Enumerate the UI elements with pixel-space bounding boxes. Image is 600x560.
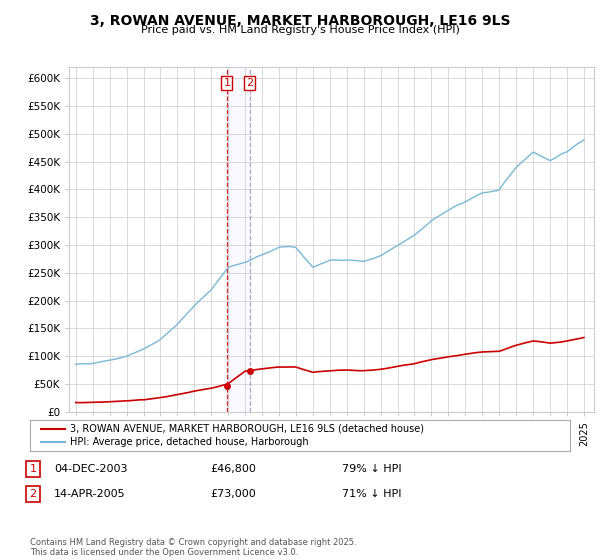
Text: HPI: Average price, detached house, Harborough: HPI: Average price, detached house, Harb… — [71, 437, 309, 447]
Text: 1: 1 — [223, 78, 230, 88]
Text: 79% ↓ HPI: 79% ↓ HPI — [342, 464, 401, 474]
Bar — [227, 67, 250, 412]
Text: 04-DEC-2003: 04-DEC-2003 — [54, 464, 128, 474]
Text: 3, ROWAN AVENUE, MARKET HARBOROUGH, LE16 9LS: 3, ROWAN AVENUE, MARKET HARBOROUGH, LE16… — [90, 14, 510, 28]
Text: 2: 2 — [29, 489, 37, 499]
Text: £46,800: £46,800 — [210, 464, 256, 474]
Text: Price paid vs. HM Land Registry's House Price Index (HPI): Price paid vs. HM Land Registry's House … — [140, 25, 460, 35]
Text: 14-APR-2005: 14-APR-2005 — [54, 489, 125, 499]
Text: 1: 1 — [29, 464, 37, 474]
Text: 71% ↓ HPI: 71% ↓ HPI — [342, 489, 401, 499]
Text: £73,000: £73,000 — [210, 489, 256, 499]
Text: 2: 2 — [247, 78, 253, 88]
Text: 3, ROWAN AVENUE, MARKET HARBOROUGH, LE16 9LS (detached house): 3, ROWAN AVENUE, MARKET HARBOROUGH, LE16… — [71, 423, 425, 433]
Text: Contains HM Land Registry data © Crown copyright and database right 2025.
This d: Contains HM Land Registry data © Crown c… — [30, 538, 356, 557]
